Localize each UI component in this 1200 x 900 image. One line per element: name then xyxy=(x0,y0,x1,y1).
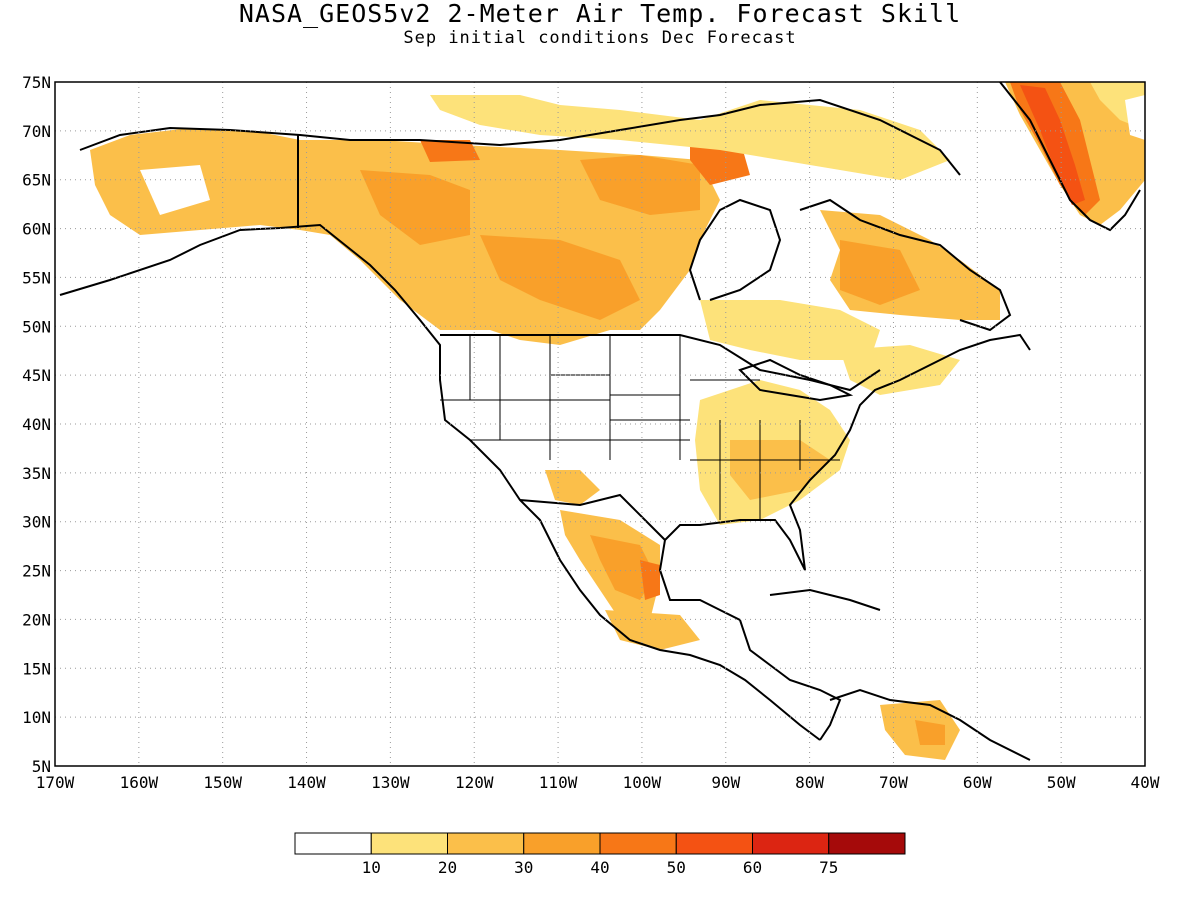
coastline-labrador xyxy=(799,198,1012,332)
lat-tick-label: 30N xyxy=(22,513,51,532)
legend-swatch xyxy=(370,832,448,855)
lat-tick-label: 45N xyxy=(22,366,51,385)
legend-label: 50 xyxy=(667,858,686,877)
lat-tick-label: 50N xyxy=(22,317,51,336)
lat-tick-label: 25N xyxy=(22,562,51,581)
skill-region-greenland-peak xyxy=(1020,85,1085,205)
legend-swatch xyxy=(447,832,525,855)
legend-swatch xyxy=(828,832,906,855)
map-subtitle: Sep initial conditions Dec Forecast xyxy=(403,28,797,48)
coastline-caribbean-cuba xyxy=(769,588,881,611)
border-us-mexico xyxy=(519,493,666,541)
lon-tick-label: 160W xyxy=(120,773,159,792)
coastline-greenland xyxy=(999,82,1141,232)
lat-tick-label: 55N xyxy=(22,268,51,287)
legend-swatch xyxy=(523,832,601,855)
lon-tick-label: 60W xyxy=(963,773,992,792)
lat-tick-label: 15N xyxy=(22,659,51,678)
lon-tick-label: 50W xyxy=(1047,773,1076,792)
skill-region-labrador-dark xyxy=(840,240,920,305)
coastline-great-lakes xyxy=(738,358,854,402)
skill-region-canada-north xyxy=(580,155,700,215)
lon-tick-label: 150W xyxy=(203,773,242,792)
state-borders-layer xyxy=(440,335,840,520)
lon-tick-label: 40W xyxy=(1131,773,1160,792)
lon-tick-label: 110W xyxy=(539,773,578,792)
graticule xyxy=(54,81,1146,767)
lat-tick-label: 70N xyxy=(22,122,51,141)
skill-region-canada-hotspot xyxy=(420,140,480,162)
coastline-arctic xyxy=(79,98,961,176)
skill-shading-layer xyxy=(90,82,1145,760)
skill-region-mexico-hotspot xyxy=(640,560,660,600)
longitude-labels: 170W 160W 150W 140W 130W 120W 110W 100W 90W 80W 70… xyxy=(36,773,1160,792)
legend-swatch xyxy=(599,832,677,855)
skill-region-canada-west-dark xyxy=(360,170,470,245)
legend-label: 60 xyxy=(743,858,762,877)
skill-region-south-america-dark xyxy=(915,720,945,745)
map-title: NASA_GEOS5v2 2-Meter Air Temp. Forecast … xyxy=(238,0,962,28)
lon-tick-label: 80W xyxy=(795,773,824,792)
lon-tick-label: 100W xyxy=(623,773,662,792)
legend-swatch xyxy=(675,832,753,855)
legend-label: 75 xyxy=(819,858,838,877)
lon-tick-label: 170W xyxy=(36,773,75,792)
skill-region-southwest-us xyxy=(545,470,600,505)
legend-swatch xyxy=(294,832,372,855)
coastline-hudson-bay xyxy=(688,198,782,301)
colorbar-legend: 10 20 30 40 50 60 75 xyxy=(294,832,906,877)
lat-tick-label: 75N xyxy=(22,73,51,92)
legend-label: 20 xyxy=(438,858,457,877)
lat-tick-label: 35N xyxy=(22,464,51,483)
skill-region-mexico-dark xyxy=(590,535,655,600)
coastline-north-america-east xyxy=(658,333,1031,741)
lat-tick-label: 20N xyxy=(22,610,51,629)
lat-tick-label: 65N xyxy=(22,171,51,190)
skill-region-greenland-white xyxy=(1125,95,1145,140)
lon-tick-label: 140W xyxy=(287,773,326,792)
legend-label: 10 xyxy=(362,858,381,877)
border-us-canada xyxy=(440,334,881,392)
coastline-south-america xyxy=(829,688,1031,761)
lat-tick-label: 40N xyxy=(22,415,51,434)
skill-region-arctic-islands xyxy=(430,95,950,180)
lat-tick-label: 10N xyxy=(22,708,51,727)
lon-tick-label: 70W xyxy=(879,773,908,792)
skill-region-northeast-us xyxy=(840,345,960,395)
lat-tick-label: 5N xyxy=(32,757,51,776)
legend-swatch xyxy=(752,832,830,855)
skill-region-alaska-west xyxy=(140,165,210,215)
legend-label: 30 xyxy=(514,858,533,877)
lon-tick-label: 130W xyxy=(371,773,410,792)
lon-tick-label: 90W xyxy=(711,773,740,792)
legend-label: 40 xyxy=(590,858,609,877)
lat-tick-label: 60N xyxy=(22,220,51,239)
lon-tick-label: 120W xyxy=(455,773,494,792)
map-frame xyxy=(54,81,1146,767)
latitude-labels: 75N 70N 65N 60N 55N 50N 45N 40N 35N 30N 25N 20N 15N 1… xyxy=(22,73,51,776)
skill-region-quebec-south xyxy=(700,300,880,360)
